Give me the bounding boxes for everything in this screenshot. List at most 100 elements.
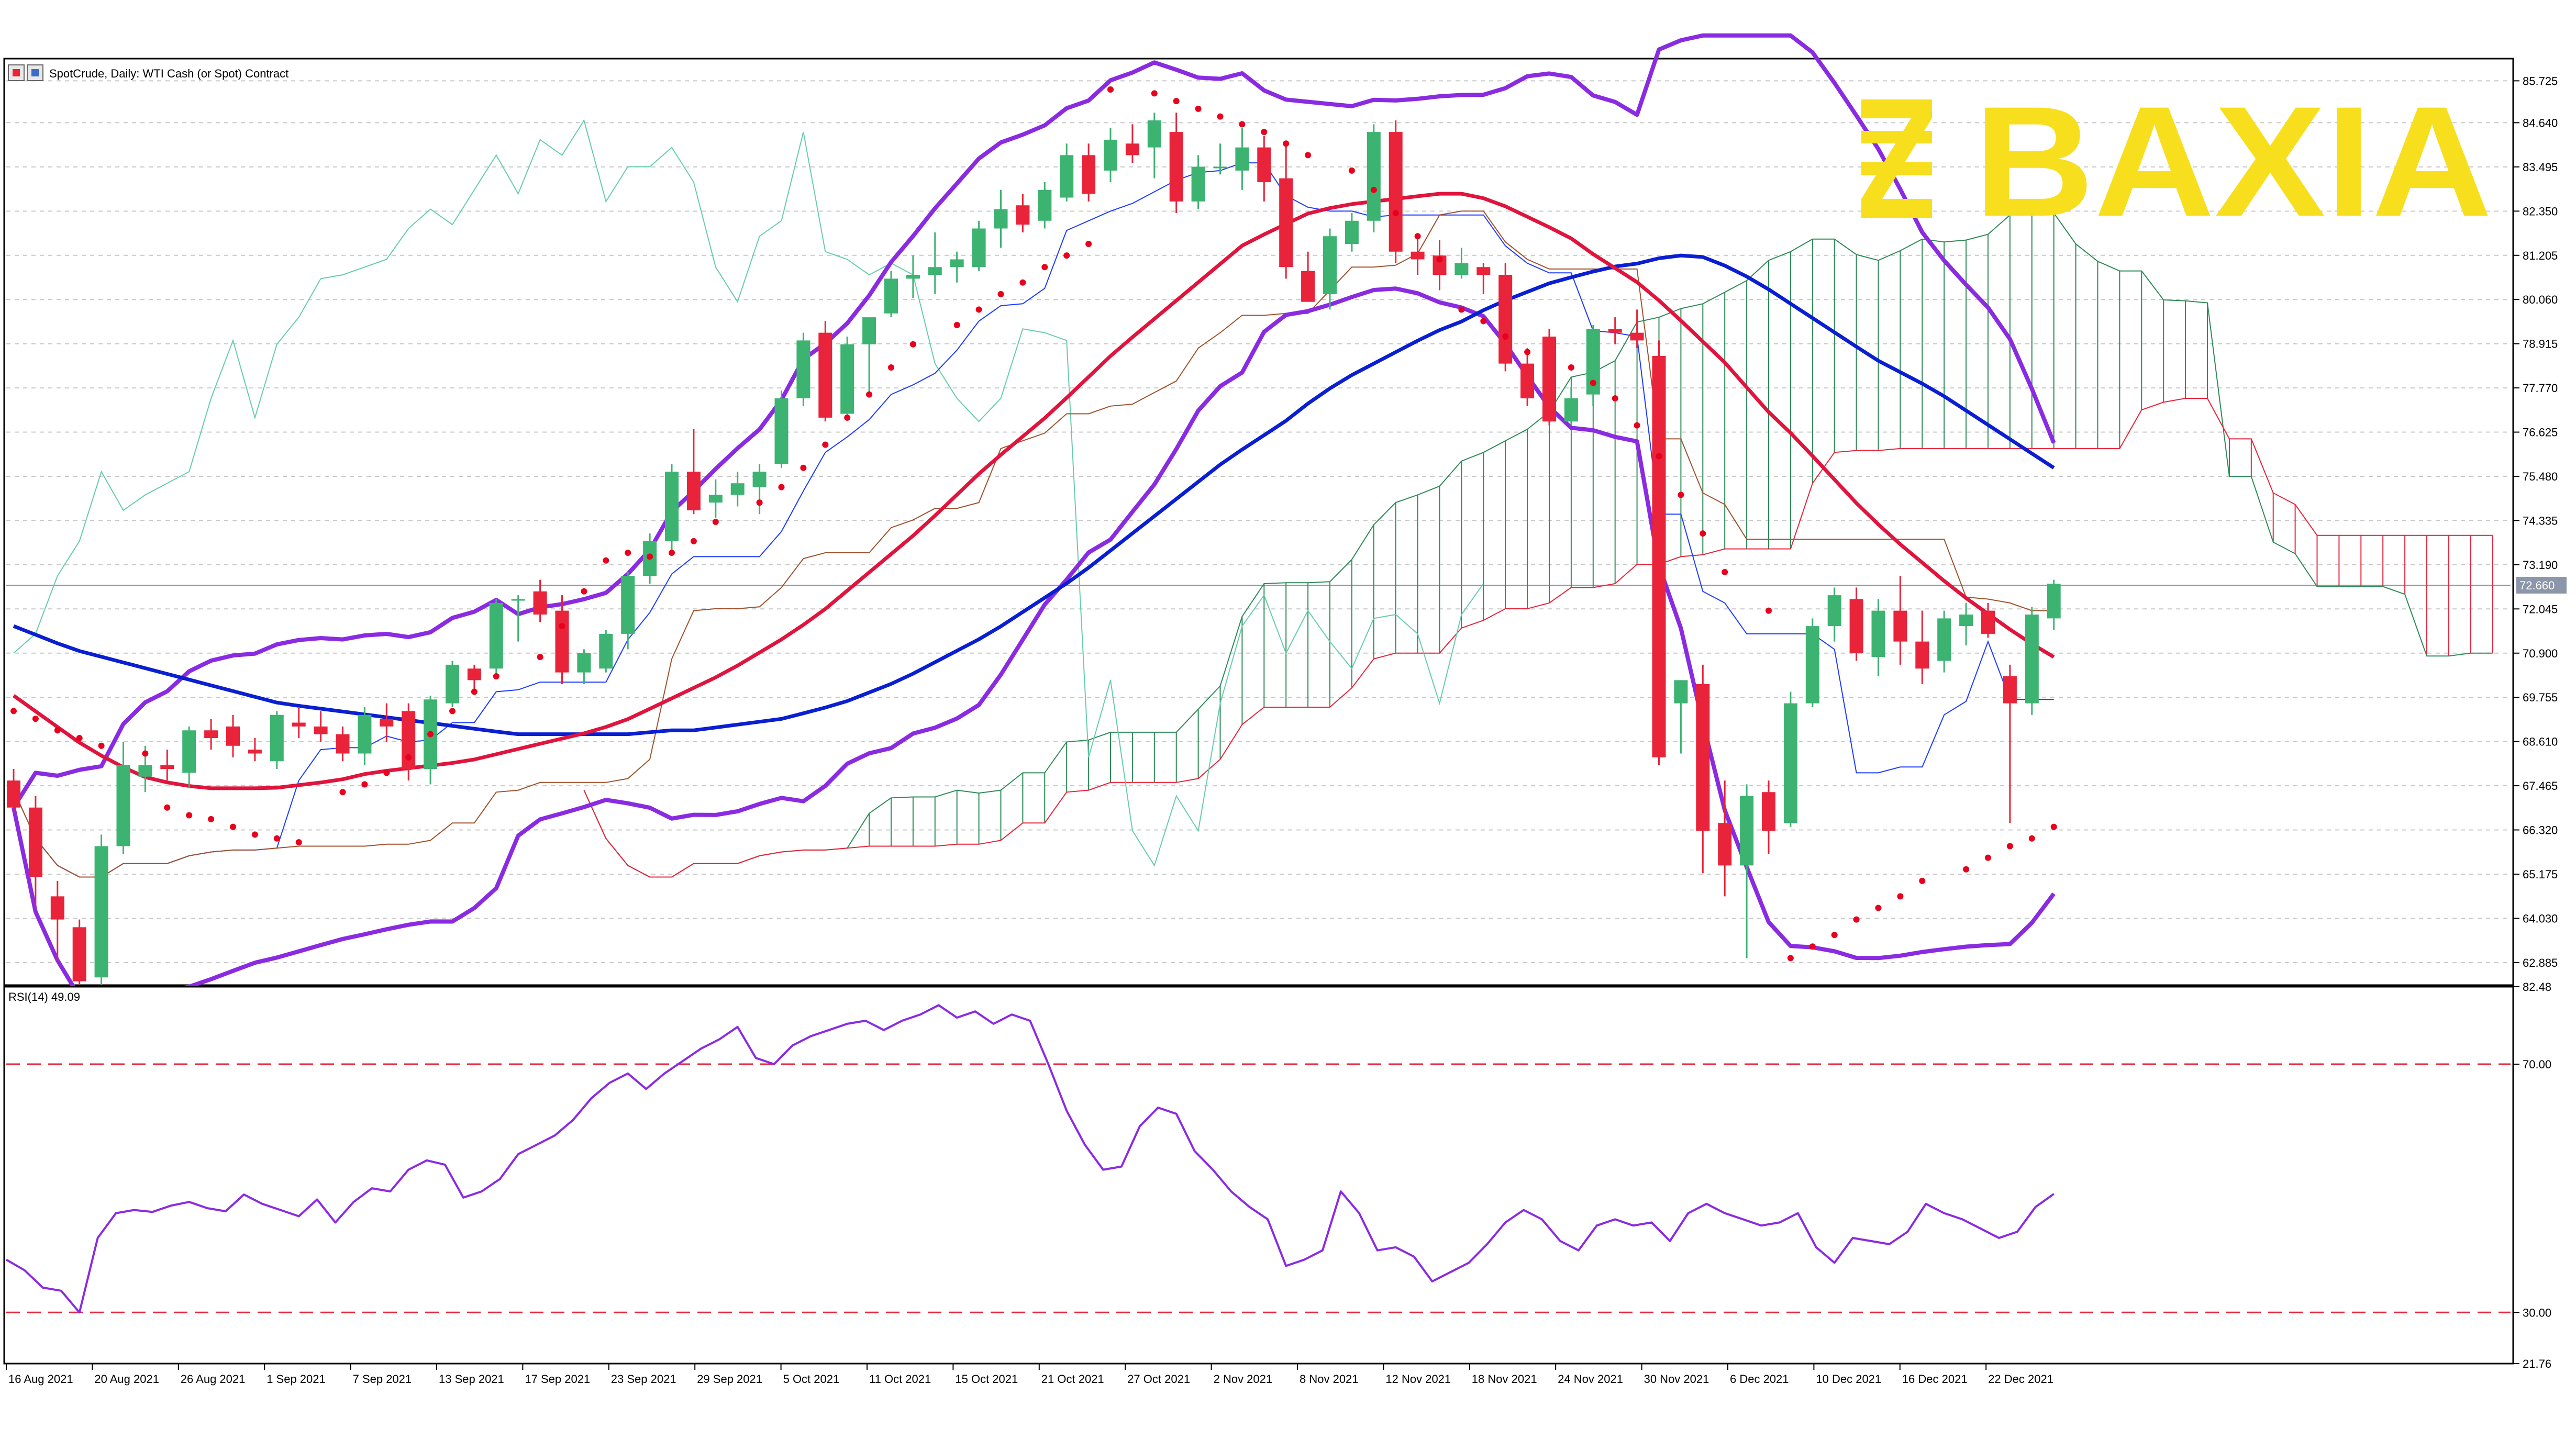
candle-body bbox=[1367, 132, 1381, 221]
sar-dot bbox=[1568, 364, 1574, 371]
baxia-logo-mark bbox=[1861, 99, 1932, 218]
price-panel: 85.725 84.640 83.495 82.350 81.205 80.060 78.9… bbox=[3, 33, 2567, 999]
candle-body bbox=[2047, 584, 2061, 619]
sar-dot bbox=[1897, 893, 1904, 900]
chart-type-icon[interactable] bbox=[8, 64, 25, 81]
price-grid bbox=[6, 80, 2511, 963]
sar-dot bbox=[383, 769, 390, 776]
baxia-logo-text: BAXIA bbox=[1974, 73, 2492, 249]
candle-body bbox=[2025, 615, 2039, 704]
rsi-axis: 82.48 70.00 30.00 21.76 RSI(14) 49.09 bbox=[8, 980, 2551, 1370]
candle-body bbox=[467, 668, 481, 680]
time-tick-label: 20 Aug 2021 bbox=[94, 1372, 159, 1386]
baxia-logo: BAXIA bbox=[1861, 73, 2492, 249]
time-tick-label: 2 Nov 2021 bbox=[1214, 1372, 1273, 1386]
sar-dot bbox=[1678, 492, 1684, 498]
candle-body bbox=[1323, 236, 1337, 294]
time-tick-label: 10 Dec 2021 bbox=[1816, 1372, 1881, 1386]
candle-body bbox=[621, 576, 635, 634]
sar-dot bbox=[98, 742, 105, 749]
candle-body bbox=[1389, 132, 1403, 252]
candle-body bbox=[489, 602, 503, 669]
time-axis: 16 Aug 2021 20 Aug 2021 26 Aug 2021 1 Sep 2… bbox=[6, 1364, 2053, 1386]
sar-dot bbox=[1458, 306, 1465, 313]
sar-dot bbox=[1985, 854, 1991, 861]
candle-body bbox=[116, 765, 130, 846]
sar-dot bbox=[1370, 186, 1377, 193]
candle-body bbox=[1411, 251, 1425, 260]
candle-body bbox=[226, 726, 240, 746]
candle-body bbox=[72, 927, 86, 981]
senkou-span-a bbox=[583, 213, 2493, 878]
sar-dot bbox=[1085, 241, 1092, 247]
candle-body bbox=[577, 653, 591, 673]
time-tick-label: 18 Nov 2021 bbox=[1472, 1372, 1537, 1386]
sar-dot bbox=[537, 654, 543, 661]
sar-dot bbox=[1041, 264, 1048, 271]
time-tick-label: 16 Dec 2021 bbox=[1902, 1372, 1968, 1386]
candle-body bbox=[533, 591, 547, 615]
sar-dot bbox=[251, 831, 258, 838]
candle-body bbox=[204, 730, 218, 738]
candle-body bbox=[1345, 220, 1359, 244]
sar-dot bbox=[1151, 90, 1158, 97]
sar-dot bbox=[800, 464, 807, 471]
kijun-sen bbox=[13, 210, 2054, 878]
candle-body bbox=[1805, 626, 1819, 704]
sar-dot bbox=[186, 812, 193, 819]
candle-body bbox=[1849, 599, 1863, 653]
candle-body bbox=[182, 730, 196, 773]
candle-body bbox=[774, 398, 789, 464]
candle-body bbox=[7, 780, 20, 808]
sar-dot bbox=[493, 673, 499, 679]
sar-dot bbox=[10, 708, 17, 715]
candle-body bbox=[511, 599, 525, 601]
sar-dot bbox=[909, 341, 916, 348]
chart-type-icon-fill bbox=[13, 69, 20, 76]
candle-body bbox=[752, 472, 767, 487]
candle-body bbox=[50, 896, 64, 920]
candle-body bbox=[1674, 680, 1688, 704]
rsi-line bbox=[5, 1004, 2055, 1314]
price-tick-label: 68.610 bbox=[2523, 735, 2558, 749]
sar-dot bbox=[1524, 349, 1531, 355]
price-tick-label: 77.770 bbox=[2523, 382, 2558, 395]
candle-body bbox=[1959, 615, 1973, 627]
sar-dot bbox=[1766, 607, 1772, 614]
sar-dot bbox=[712, 519, 719, 525]
sar-dot bbox=[449, 708, 456, 715]
time-tick-label: 16 Aug 2021 bbox=[8, 1372, 73, 1386]
sar-dot bbox=[581, 588, 587, 595]
sar-dot bbox=[756, 499, 763, 506]
sar-dot bbox=[1722, 568, 1728, 575]
sar-dot bbox=[1502, 333, 1509, 340]
sar-dot bbox=[1634, 422, 1640, 429]
candle-body bbox=[1213, 166, 1227, 169]
sar-dot bbox=[1831, 932, 1838, 939]
current-price-tag bbox=[2516, 576, 2567, 594]
sar-dot bbox=[888, 364, 894, 371]
sar-dot bbox=[1809, 943, 1816, 950]
sar-dot bbox=[32, 716, 39, 722]
sar-dot bbox=[625, 550, 631, 556]
candle-body bbox=[906, 275, 920, 279]
price-tick-label: 78.915 bbox=[2523, 338, 2558, 351]
senkou-span-b bbox=[583, 398, 2493, 878]
candle-body bbox=[1060, 155, 1074, 198]
sar-dot bbox=[361, 781, 368, 788]
candle-body bbox=[1696, 684, 1710, 831]
price-tick-label: 62.885 bbox=[2523, 956, 2558, 969]
sar-dot bbox=[54, 727, 61, 734]
symbol-icon-fill bbox=[31, 69, 39, 76]
sar-dot bbox=[1239, 121, 1246, 128]
time-tick-label: 17 Sep 2021 bbox=[525, 1372, 590, 1386]
sar-dot bbox=[2028, 835, 2035, 842]
rsi-tick-label: 82.48 bbox=[2523, 980, 2551, 994]
sar-dot bbox=[1612, 395, 1618, 401]
candle-body bbox=[555, 610, 569, 673]
candle-body bbox=[665, 472, 679, 541]
candle-body bbox=[950, 259, 964, 267]
time-tick-label: 22 Dec 2021 bbox=[1988, 1372, 2053, 1386]
candle-body bbox=[1630, 332, 1644, 341]
sar-dot bbox=[669, 550, 675, 556]
